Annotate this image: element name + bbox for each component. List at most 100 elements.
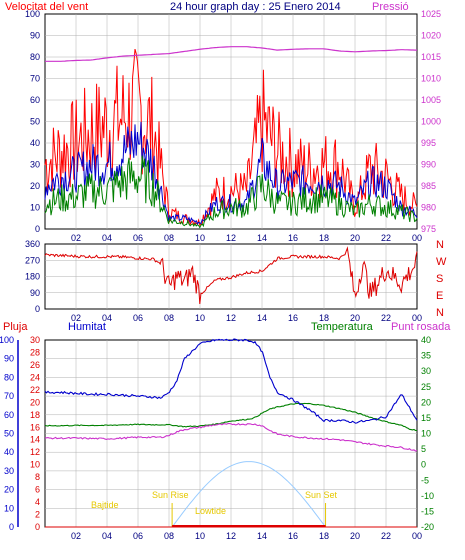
rain-y-tick-label: 30 <box>30 335 40 345</box>
climate-x-tick-label: 10 <box>195 531 205 541</box>
wind-x-tick-label: 14 <box>257 233 267 243</box>
humidity-y-tick-label: 50 <box>4 429 14 439</box>
wind-x-tick-label: 10 <box>195 233 205 243</box>
temperature-y-tick-label: 10 <box>421 429 431 439</box>
rain-y-tick-label: 18 <box>30 410 40 420</box>
temperature-y-tick-label: -20 <box>421 522 434 532</box>
compass-label: N <box>436 307 444 319</box>
temperature-y-tick-label: 35 <box>421 351 431 361</box>
wind-x-tick-label: 06 <box>133 233 143 243</box>
humidity-y-tick-label: 90 <box>4 354 14 364</box>
direction-x-tick-label: 04 <box>102 313 112 323</box>
climate-x-tick-label: 08 <box>164 531 174 541</box>
pressure-y-tick-label: 1010 <box>421 74 441 84</box>
wind-y-tick-label: 80 <box>30 52 40 62</box>
humidity-y-tick-label: 30 <box>4 466 14 476</box>
wind-x-tick-label: 18 <box>319 233 329 243</box>
climate-x-tick-label: 12 <box>226 531 236 541</box>
wind-average-line <box>44 121 418 225</box>
humidity-y-tick-label: 100 <box>0 335 14 345</box>
pressure-y-tick-label: 1000 <box>421 117 441 127</box>
direction-y-tick-label: 270 <box>25 255 40 265</box>
pressure-y-tick-label: 985 <box>421 181 436 191</box>
compass-label: N <box>436 239 444 251</box>
wind-y-tick-label: 40 <box>30 138 40 148</box>
rain-y-tick-label: 6 <box>35 485 40 495</box>
pressure-y-tick-label: 1015 <box>421 52 441 62</box>
direction-x-tick-label: 10 <box>195 313 205 323</box>
chart-title: 24 hour graph day : 25 Enero 2014 <box>170 1 341 13</box>
climate-x-tick-label: 06 <box>133 531 143 541</box>
rain-y-tick-label: 24 <box>30 372 40 382</box>
rain-y-tick-label: 16 <box>30 422 40 432</box>
sun-elevation-arc <box>171 461 326 528</box>
pressure-y-tick-label: 995 <box>421 138 436 148</box>
pressure-y-tick-label: 980 <box>421 203 436 213</box>
rain-y-tick-label: 0 <box>35 522 40 532</box>
rain-y-tick-label: 12 <box>30 447 40 457</box>
pressure-axis-title: Pressió <box>372 1 409 13</box>
temperature-y-tick-label: 0 <box>421 460 426 470</box>
direction-x-tick-label: 14 <box>257 313 267 323</box>
rain-y-tick-label: 2 <box>35 510 40 520</box>
temperature-y-tick-label: -5 <box>421 475 429 485</box>
climate-x-tick-label: 16 <box>288 531 298 541</box>
rain-axis-title: Pluja <box>3 321 28 333</box>
wind-y-tick-label: 70 <box>30 74 40 84</box>
pressure-line <box>45 46 417 62</box>
direction-x-tick-label: 18 <box>319 313 329 323</box>
sunset-label: Sun Set <box>305 490 338 500</box>
wind-x-tick-label: 02 <box>71 233 81 243</box>
high-tide-label: Bajtide <box>91 500 119 510</box>
humidity-y-tick-label: 60 <box>4 410 14 420</box>
direction-x-tick-label: 02 <box>71 313 81 323</box>
wind-direction-line <box>44 246 418 305</box>
direction-x-tick-label: 00 <box>412 313 422 323</box>
temperature-axis-title: Temperatura <box>311 321 374 333</box>
dewpoint-line <box>44 422 418 452</box>
humidity-y-tick-label: 80 <box>4 372 14 382</box>
compass-label: E <box>436 290 443 302</box>
wind-y-tick-label: 50 <box>30 117 40 127</box>
pressure-y-tick-label: 975 <box>421 224 436 234</box>
direction-x-tick-label: 22 <box>381 313 391 323</box>
rain-y-tick-label: 4 <box>35 497 40 507</box>
temperature-y-tick-label: 30 <box>421 366 431 376</box>
wind-y-tick-label: 30 <box>30 160 40 170</box>
temperature-y-tick-label: 15 <box>421 413 431 423</box>
wind-x-tick-label: 00 <box>412 233 422 243</box>
dewpoint-axis-title: Punt rosada <box>391 321 451 333</box>
low-tide-label: Lowtide <box>195 506 226 516</box>
humidity-y-tick-label: 0 <box>9 522 14 532</box>
wind-y-tick-label: 0 <box>35 224 40 234</box>
wind-x-tick-label: 08 <box>164 233 174 243</box>
temperature-y-tick-label: -15 <box>421 506 434 516</box>
compass-label: W <box>436 256 447 268</box>
direction-x-tick-label: 16 <box>288 313 298 323</box>
direction-y-tick-label: 360 <box>25 239 40 249</box>
temperature-line <box>44 402 417 432</box>
wind-y-tick-label: 10 <box>30 203 40 213</box>
climate-x-tick-label: 22 <box>381 531 391 541</box>
temperature-y-tick-label: -10 <box>421 491 434 501</box>
climate-x-tick-label: 02 <box>71 531 81 541</box>
rain-y-tick-label: 26 <box>30 360 40 370</box>
rain-y-tick-label: 14 <box>30 435 40 445</box>
wind-x-tick-label: 12 <box>226 233 236 243</box>
wind-y-tick-label: 20 <box>30 181 40 191</box>
humidity-y-tick-label: 40 <box>4 447 14 457</box>
temperature-y-tick-label: 20 <box>421 397 431 407</box>
climate-x-tick-label: 18 <box>319 531 329 541</box>
direction-y-tick-label: 180 <box>25 272 40 282</box>
direction-x-tick-label: 06 <box>133 313 143 323</box>
sunrise-label: Sun Rise <box>152 490 189 500</box>
pressure-y-tick-label: 1005 <box>421 95 441 105</box>
pressure-y-tick-label: 1025 <box>421 9 441 19</box>
wind-gust-line <box>44 48 418 227</box>
wind-y-tick-label: 100 <box>25 9 40 19</box>
humidity-y-tick-label: 20 <box>4 485 14 495</box>
rain-y-tick-label: 8 <box>35 472 40 482</box>
pressure-y-tick-label: 1020 <box>421 31 441 41</box>
